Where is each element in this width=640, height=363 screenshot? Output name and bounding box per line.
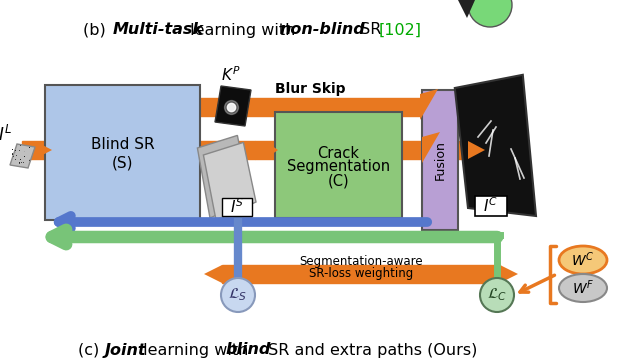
Text: $W^F$: $W^F$ (572, 279, 594, 297)
Bar (255, 141, 275, 159)
Polygon shape (500, 265, 518, 283)
Bar (45, 85, 200, 220)
Text: $K^P$: $K^P$ (221, 66, 241, 84)
FancyBboxPatch shape (475, 196, 507, 216)
Text: (c): (c) (78, 343, 104, 358)
Text: $\mathcal{L}_S$: $\mathcal{L}_S$ (228, 287, 248, 303)
Text: Multi-task: Multi-task (113, 23, 204, 37)
Text: $I^L$: $I^L$ (0, 125, 12, 145)
Bar (275, 112, 402, 218)
Circle shape (480, 278, 514, 312)
Text: SR and extra paths (Ours): SR and extra paths (Ours) (263, 343, 477, 358)
Bar (222, 265, 500, 283)
Text: Crack: Crack (317, 146, 360, 160)
Polygon shape (458, 0, 475, 18)
Polygon shape (215, 86, 251, 126)
Bar (458, 141, 478, 159)
Text: $W^C$: $W^C$ (572, 251, 595, 269)
Ellipse shape (559, 246, 607, 274)
Bar (200, 141, 255, 159)
Ellipse shape (559, 274, 607, 302)
Text: Segmentation-aware: Segmentation-aware (299, 254, 423, 268)
Text: blind: blind (226, 343, 271, 358)
Polygon shape (420, 89, 438, 120)
Text: (b): (b) (83, 23, 111, 37)
Polygon shape (204, 265, 222, 283)
Text: [102]: [102] (379, 23, 422, 37)
Text: Joint: Joint (105, 343, 147, 358)
Polygon shape (197, 135, 250, 218)
Text: (C): (C) (328, 174, 349, 188)
Bar (22, 141, 47, 159)
Polygon shape (455, 75, 536, 216)
Circle shape (468, 0, 512, 27)
Circle shape (221, 278, 255, 312)
FancyBboxPatch shape (222, 198, 252, 216)
Polygon shape (204, 142, 256, 220)
Text: $I^C$: $I^C$ (483, 197, 499, 215)
Text: $\mathcal{L}_C$: $\mathcal{L}_C$ (487, 287, 507, 303)
Text: Fusion: Fusion (433, 140, 447, 180)
Text: SR: SR (355, 23, 387, 37)
Bar (200, 98, 420, 116)
Text: learning with: learning with (185, 23, 301, 37)
Text: non-blind: non-blind (279, 23, 365, 37)
Text: (S): (S) (112, 155, 133, 170)
Text: SR-loss weighting: SR-loss weighting (309, 268, 413, 281)
Polygon shape (10, 144, 35, 168)
Polygon shape (468, 141, 485, 159)
Bar (422, 90, 458, 230)
Polygon shape (35, 141, 52, 159)
Text: Blur Skip: Blur Skip (275, 82, 345, 96)
Text: learning with: learning with (138, 343, 253, 358)
Text: Segmentation: Segmentation (287, 159, 390, 175)
Polygon shape (265, 141, 278, 159)
Text: $I^S$: $I^S$ (230, 197, 244, 216)
Text: Blind SR: Blind SR (91, 137, 154, 152)
Polygon shape (422, 132, 440, 163)
Bar (400, 141, 422, 159)
